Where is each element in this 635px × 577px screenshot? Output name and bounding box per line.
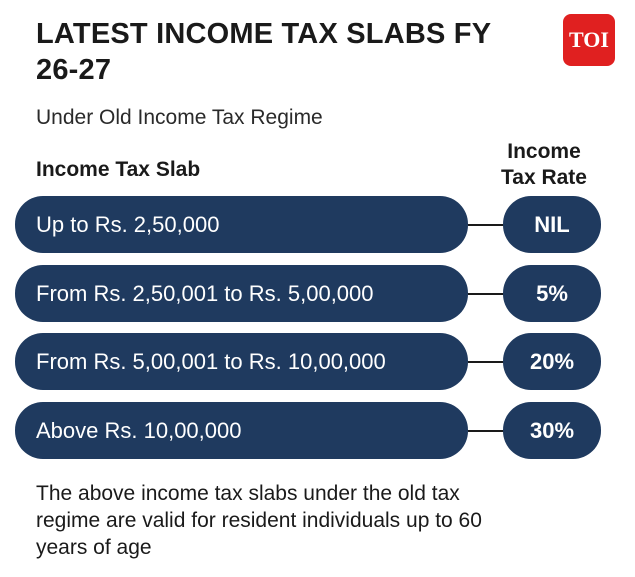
rate-pill: NIL bbox=[503, 196, 601, 253]
rate-pill: 5% bbox=[503, 265, 601, 322]
connector-line bbox=[468, 361, 504, 363]
slab-row: From Rs. 5,00,001 to Rs. 10,00,000 20% bbox=[15, 333, 601, 390]
connector-line bbox=[468, 224, 504, 226]
slab-pill: Above Rs. 10,00,000 bbox=[15, 402, 468, 459]
connector-line bbox=[468, 430, 504, 432]
slab-pill: From Rs. 5,00,001 to Rs. 10,00,000 bbox=[15, 333, 468, 390]
subtitle: Under Old Income Tax Regime bbox=[36, 106, 323, 129]
slab-row: Up to Rs. 2,50,000 NIL bbox=[15, 196, 601, 253]
slab-column-header: Income Tax Slab bbox=[36, 158, 201, 181]
rate-pill: 20% bbox=[503, 333, 601, 390]
logo-text: TOI bbox=[569, 27, 609, 52]
footer-note: The above income tax slabs under the old… bbox=[36, 482, 482, 559]
slab-pill: From Rs. 2,50,001 to Rs. 5,00,000 bbox=[15, 265, 468, 322]
rate-column-header: Income Tax Rate bbox=[501, 140, 587, 189]
toi-logo: TOI bbox=[563, 14, 615, 66]
slab-pill: Up to Rs. 2,50,000 bbox=[15, 196, 468, 253]
connector-line bbox=[468, 293, 504, 295]
page-title: LATEST INCOME TAX SLABS FY 26-27 bbox=[36, 18, 491, 86]
slab-row: From Rs. 2,50,001 to Rs. 5,00,000 5% bbox=[15, 265, 601, 322]
rate-pill: 30% bbox=[503, 402, 601, 459]
slab-row: Above Rs. 10,00,000 30% bbox=[15, 402, 601, 459]
